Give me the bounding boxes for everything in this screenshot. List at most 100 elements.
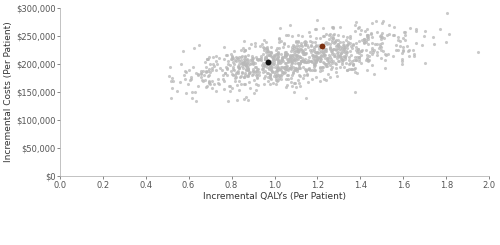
Deterministic Result — [318, 45, 326, 49]
SoC — [205, 79, 213, 83]
SoC — [244, 74, 252, 78]
SoC — [269, 57, 277, 61]
SoC — [340, 45, 348, 49]
SoC — [310, 62, 318, 66]
SoC — [334, 50, 342, 54]
SoC — [230, 58, 238, 62]
SoC — [326, 45, 334, 49]
SoC — [288, 34, 296, 38]
SoC — [281, 53, 289, 57]
SoC — [275, 37, 283, 41]
SoC — [196, 72, 204, 76]
SoC — [225, 84, 233, 88]
SoC — [320, 77, 328, 81]
SoC — [260, 38, 268, 42]
SoC — [288, 73, 296, 77]
SoC — [343, 44, 351, 48]
SoC — [295, 81, 303, 85]
SoC — [308, 43, 316, 47]
SoC — [377, 48, 385, 52]
SoC — [354, 26, 362, 30]
SoC — [270, 58, 278, 62]
SoC — [241, 58, 249, 62]
SoC — [306, 59, 314, 63]
SoC — [336, 54, 344, 58]
SoC — [274, 78, 281, 82]
SoC — [322, 49, 330, 53]
SoC — [346, 35, 354, 38]
SoC — [274, 60, 282, 64]
SoC — [208, 66, 216, 70]
SoC — [444, 11, 452, 15]
SoC — [380, 66, 388, 70]
SoC — [295, 63, 303, 67]
SoC — [286, 66, 294, 70]
SoC — [337, 50, 345, 54]
SoC — [342, 51, 350, 55]
SoC — [320, 41, 328, 45]
SoC — [364, 42, 372, 46]
SoC — [298, 44, 306, 48]
SoC — [221, 71, 229, 75]
SoC — [208, 86, 216, 90]
SoC — [354, 50, 362, 54]
SoC — [184, 82, 192, 86]
SoC — [205, 67, 213, 71]
SoC — [340, 43, 348, 47]
SoC — [220, 73, 228, 77]
SoC — [286, 57, 294, 61]
SoC — [315, 47, 323, 51]
SoC — [324, 58, 332, 62]
SoC — [300, 61, 308, 64]
SoC — [240, 97, 248, 101]
SoC — [356, 57, 364, 61]
SoC — [286, 66, 294, 70]
SoC — [290, 58, 298, 62]
SoC — [286, 55, 294, 59]
SoC — [328, 52, 336, 56]
SoC — [244, 66, 252, 70]
SoC — [204, 74, 212, 78]
SoC — [412, 41, 420, 45]
SoC — [279, 45, 287, 49]
SoC — [334, 57, 342, 61]
SoC — [234, 66, 242, 70]
SoC — [334, 42, 342, 46]
SoC — [170, 79, 177, 83]
SoC — [365, 59, 373, 62]
SoC — [278, 65, 285, 69]
SoC — [336, 65, 344, 69]
SoC — [352, 23, 360, 27]
SoC — [290, 58, 298, 61]
SoC — [242, 57, 250, 61]
SoC — [299, 76, 307, 80]
SoC — [249, 62, 257, 66]
SoC — [262, 46, 270, 49]
SoC — [392, 48, 400, 52]
SoC — [290, 53, 298, 57]
SoC — [324, 57, 332, 61]
SoC — [360, 41, 368, 45]
SoC — [296, 61, 304, 65]
SoC — [282, 64, 290, 68]
SoC — [312, 57, 320, 61]
SoC — [275, 74, 283, 78]
SoC — [398, 51, 406, 55]
SoC — [238, 60, 246, 63]
SoC — [237, 55, 245, 59]
SoC — [266, 63, 274, 67]
SoC — [302, 96, 310, 100]
SoC — [331, 54, 339, 58]
SoC — [274, 54, 282, 58]
SoC — [297, 48, 305, 51]
SoC — [318, 68, 326, 72]
SoC — [268, 65, 276, 69]
SoC — [312, 27, 320, 31]
SoC — [306, 39, 314, 43]
SoC — [274, 36, 282, 40]
SoC — [252, 57, 260, 61]
SoC — [278, 72, 286, 75]
SoC — [190, 46, 198, 50]
SoC — [328, 65, 336, 69]
SoC — [282, 53, 290, 57]
